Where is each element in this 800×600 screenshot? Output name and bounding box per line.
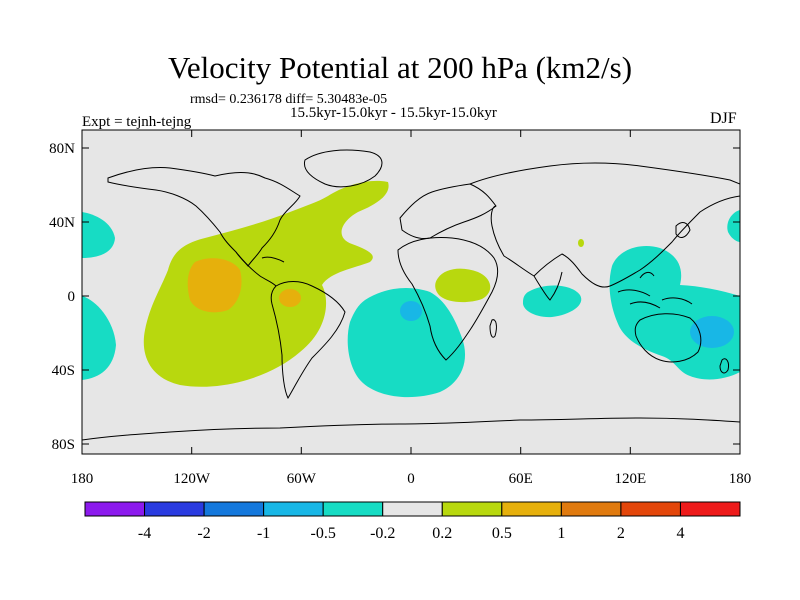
colorbar-swatch xyxy=(501,501,562,517)
lon-label-180w: 180 xyxy=(71,471,94,487)
colorbar-swatch xyxy=(203,501,265,517)
plot-title: Velocity Potential at 200 hPa (km2/s) xyxy=(167,50,633,85)
colorbar-label: -4 xyxy=(138,525,151,542)
season-label: DJF xyxy=(710,110,737,127)
colorbar-label: 2 xyxy=(617,525,625,542)
colorbar-label: -1 xyxy=(257,525,270,542)
lat-label-80s: 80S xyxy=(52,437,75,453)
lon-label-60w: 60W xyxy=(287,471,317,487)
colorbar-swatch xyxy=(679,501,741,517)
negative-core-west-pacific xyxy=(690,316,734,348)
negative-anomaly-region-dateline-north xyxy=(82,212,115,258)
positive-anomaly-region-africa xyxy=(435,268,491,303)
positive-core-east-pacific xyxy=(187,258,242,313)
negative-core-south-atlantic xyxy=(400,301,422,321)
colorbar-label: 0.2 xyxy=(432,525,452,542)
positive-anomaly-spot-asia xyxy=(578,239,584,247)
colorbar-swatch xyxy=(84,501,146,517)
colorbar-swatch xyxy=(560,501,622,517)
lon-label-0: 0 xyxy=(407,471,415,487)
latitude-ticks xyxy=(82,147,740,445)
colorbar: -4 -2 -1 -0.5 -0.2 0.2 0.5 1 2 4 xyxy=(84,501,741,542)
colorbar-label: -0.5 xyxy=(311,525,336,542)
negative-anomaly-region-dateline-north-east xyxy=(727,210,740,242)
colorbar-label: 0.5 xyxy=(492,525,512,542)
lat-label-80n: 80N xyxy=(49,141,75,157)
lon-label-60e: 60E xyxy=(509,471,533,487)
lat-label-0: 0 xyxy=(68,289,76,305)
colorbar-swatch xyxy=(263,501,324,517)
experiment-label: Expt = tejnh-tejng xyxy=(82,114,192,130)
colorbar-label: -0.2 xyxy=(370,525,395,542)
rmsd-diff-label: rmsd= 0.236178 diff= 5.30483e-05 xyxy=(190,92,388,107)
colorbar-swatch xyxy=(144,501,205,517)
colorbar-swatch xyxy=(322,501,384,517)
lon-label-180e: 180 xyxy=(729,471,752,487)
negative-anomaly-region-south-atlantic xyxy=(347,288,466,398)
colorbar-label: 1 xyxy=(557,525,565,542)
lon-label-120w: 120W xyxy=(173,471,211,487)
colorbar-swatch xyxy=(441,501,503,517)
lat-label-40s: 40S xyxy=(52,363,75,379)
period-label: 15.5kyr-15.0kyr - 15.5kyr-15.0kyr xyxy=(290,105,497,121)
colorbar-swatch xyxy=(382,501,443,517)
positive-core-south-america xyxy=(279,289,301,307)
lat-label-40n: 40N xyxy=(49,215,75,231)
positive-anomaly-region-americas xyxy=(143,180,389,387)
negative-anomaly-region-indian-ocean xyxy=(522,285,582,318)
colorbar-label: -2 xyxy=(197,525,210,542)
colorbar-swatch xyxy=(620,501,681,517)
longitude-ticks xyxy=(81,130,741,454)
lon-label-120e: 120E xyxy=(614,471,646,487)
negative-anomaly-region-dateline-south xyxy=(82,296,116,380)
coastlines xyxy=(82,149,740,441)
colorbar-label: 4 xyxy=(676,525,684,542)
